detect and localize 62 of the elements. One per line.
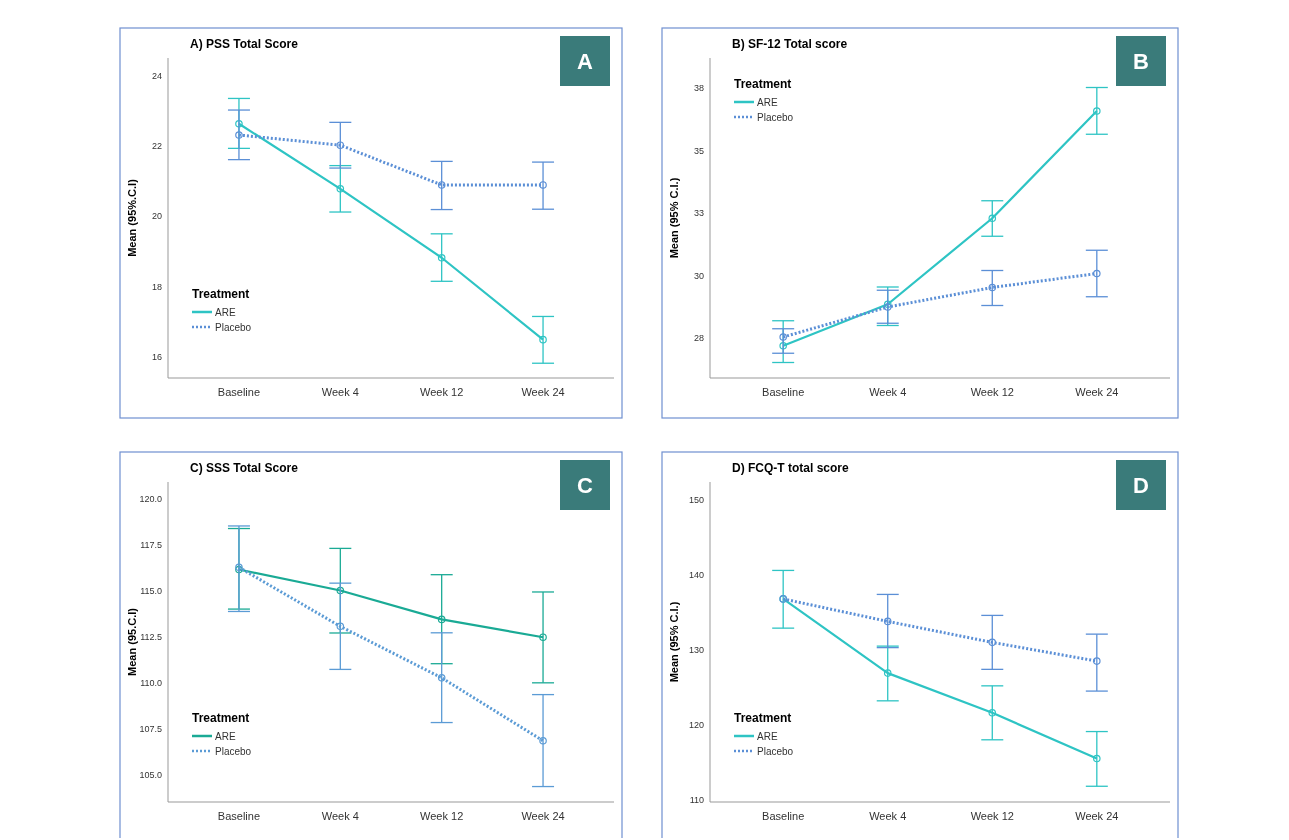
annotation: A: [577, 49, 594, 74]
y-tick-label: 16: [151, 352, 162, 363]
x-tick-label: Week 4: [321, 386, 359, 398]
annotation: C: [577, 473, 594, 498]
annotation: B: [1133, 49, 1149, 74]
x-tick-label: Baseline: [217, 810, 261, 822]
y-tick-label: 20: [151, 211, 162, 222]
y-tick-label: 150: [688, 495, 704, 506]
x-tick-label: Week 12: [970, 810, 1014, 822]
y-tick-label: 33: [693, 208, 704, 219]
legend-title: Treatment: [192, 287, 250, 301]
legend-label: ARE: [215, 306, 236, 318]
legend-label: ARE: [757, 730, 778, 742]
x-tick-label: Week 4: [869, 810, 907, 822]
legend-label: Placebo: [757, 745, 794, 757]
legend-label: ARE: [215, 730, 236, 742]
y-tick-label: 115.0: [140, 585, 162, 596]
y-tick-label: 35: [693, 145, 704, 156]
y-tick-label: 120: [688, 719, 704, 730]
x-tick-label: Baseline: [762, 386, 805, 398]
legend-label: Placebo: [215, 321, 252, 333]
x-tick-label: Week 24: [1075, 810, 1119, 822]
x-tick-label: Week 12: [420, 386, 464, 398]
y-axis-title: Mean (95.C.I): [126, 607, 138, 676]
x-tick-label: Week 24: [521, 386, 565, 398]
chart-title: D) FCQ-T total score: [732, 461, 849, 475]
y-axis-title: Mean (95% C.I.): [668, 177, 680, 259]
y-tick-label: 112.5: [140, 631, 162, 642]
y-tick-label: 140: [688, 570, 704, 581]
legend-title: Treatment: [734, 711, 792, 725]
y-tick-label: 110.0: [140, 677, 162, 688]
y-tick-label: 18: [151, 281, 162, 292]
y-tick-label: 105.0: [139, 769, 162, 780]
x-tick-label: Week 24: [1075, 386, 1119, 398]
x-tick-label: Week 4: [321, 810, 359, 822]
y-tick-label: 130: [688, 645, 704, 656]
y-tick-label: 110: [689, 794, 704, 805]
y-tick-label: 28: [693, 333, 704, 344]
chart-title: C) SSS Total Score: [190, 461, 299, 475]
y-tick-label: 24: [151, 70, 162, 81]
y-tick-label: 117.5: [140, 539, 162, 550]
x-tick-label: Week 12: [970, 386, 1014, 398]
legend-title: Treatment: [192, 711, 250, 725]
x-tick-label: Week 24: [521, 810, 565, 822]
y-axis-title: Mean (95%.C.I): [126, 178, 138, 257]
y-tick-label: 30: [693, 270, 704, 281]
y-tick-label: 107.5: [139, 723, 162, 734]
chart-title: B) SF-12 Total score: [732, 37, 848, 51]
legend-title: Treatment: [734, 77, 792, 91]
y-tick-label: 38: [693, 83, 704, 94]
chart-title: A) PSS Total Score: [190, 37, 299, 51]
x-tick-label: Baseline: [762, 810, 805, 822]
y-tick-label: 120.0: [139, 493, 162, 504]
annotation: D: [1133, 473, 1149, 498]
x-tick-label: Baseline: [217, 386, 261, 398]
legend-label: Placebo: [757, 111, 794, 123]
x-tick-label: Week 4: [869, 386, 907, 398]
legend-label: Placebo: [215, 745, 252, 757]
y-axis-title: Mean (95% C.I.): [668, 601, 680, 683]
legend-label: ARE: [757, 96, 778, 108]
y-tick-label: 22: [151, 141, 162, 152]
x-tick-label: Week 12: [420, 810, 464, 822]
